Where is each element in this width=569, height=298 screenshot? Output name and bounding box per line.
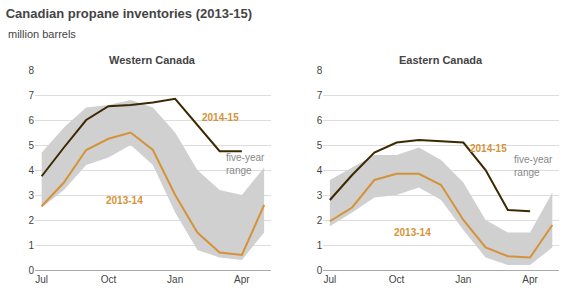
svg-text:7: 7 — [317, 90, 323, 101]
svg-text:0: 0 — [28, 265, 34, 276]
svg-text:4: 4 — [28, 165, 34, 176]
svg-text:Oct: Oct — [101, 274, 117, 285]
svg-text:Eastern Canada: Eastern Canada — [399, 54, 483, 66]
svg-text:3: 3 — [28, 190, 34, 201]
svg-text:5: 5 — [28, 140, 34, 151]
svg-text:2014-15: 2014-15 — [202, 112, 239, 123]
svg-text:Oct: Oct — [389, 274, 405, 285]
svg-text:Canadian propane inventories (: Canadian propane inventories (2013-15) — [6, 6, 252, 21]
svg-text:6: 6 — [317, 115, 323, 126]
svg-text:Jan: Jan — [167, 274, 183, 285]
svg-text:8: 8 — [317, 65, 323, 76]
svg-text:2: 2 — [317, 215, 323, 226]
svg-text:2013-14: 2013-14 — [106, 195, 143, 206]
svg-text:Apr: Apr — [234, 274, 250, 285]
svg-text:0: 0 — [317, 265, 323, 276]
svg-text:2: 2 — [28, 215, 34, 226]
svg-text:Jan: Jan — [455, 274, 471, 285]
svg-text:3: 3 — [317, 190, 323, 201]
svg-text:4: 4 — [317, 165, 323, 176]
svg-text:Apr: Apr — [522, 274, 538, 285]
svg-text:2013-14: 2013-14 — [394, 227, 431, 238]
svg-text:five-yearrange: five-yearrange — [514, 154, 553, 178]
svg-text:2014-15: 2014-15 — [470, 143, 507, 154]
svg-text:7: 7 — [28, 90, 34, 101]
svg-text:1: 1 — [28, 240, 34, 251]
svg-text:Western Canada: Western Canada — [109, 54, 196, 66]
svg-text:8: 8 — [28, 65, 34, 76]
svg-text:Jul: Jul — [35, 274, 48, 285]
svg-text:million barrels: million barrels — [8, 28, 76, 40]
svg-text:5: 5 — [317, 140, 323, 151]
svg-text:Jul: Jul — [323, 274, 336, 285]
svg-text:five-yearrange: five-yearrange — [226, 152, 265, 176]
svg-text:1: 1 — [317, 240, 323, 251]
svg-text:6: 6 — [28, 115, 34, 126]
